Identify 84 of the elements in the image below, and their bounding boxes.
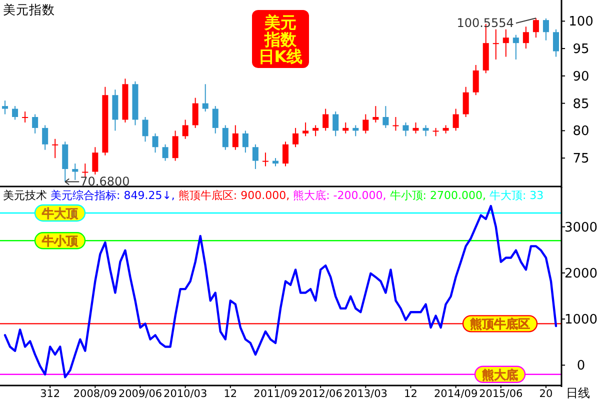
- chart-title: 美元指数: [3, 2, 55, 17]
- candlestick: [332, 111, 339, 137]
- y-tick-label: 2000: [564, 266, 598, 282]
- candlestick: [232, 124, 238, 150]
- x-tick-label: 2008/09: [73, 388, 117, 400]
- x-tick-label: 12: [404, 388, 418, 400]
- y-tick-label: 0: [576, 358, 586, 374]
- candlestick: [282, 141, 289, 167]
- x-tick-label: 2012/06: [298, 388, 343, 400]
- candlestick: [82, 163, 88, 178]
- candlestick: [312, 124, 319, 137]
- candlestick: [222, 124, 228, 150]
- candlestick: [172, 130, 178, 162]
- chart-title: 美元技术: [3, 189, 50, 202]
- candlestick: [382, 106, 389, 128]
- x-tick-label: 2013/03: [344, 388, 388, 400]
- candlestick: [402, 122, 409, 137]
- candlestick: [72, 163, 78, 180]
- y-tick-label: 85: [572, 96, 590, 112]
- x-tick-label: 2015/06: [479, 388, 524, 400]
- candlestick: [322, 108, 329, 132]
- y-tick-label: 100: [568, 14, 594, 30]
- annotation: 美元指数日K线: [258, 13, 303, 66]
- candlestick: [362, 114, 369, 134]
- x-tick-label: 2011/09: [254, 388, 298, 400]
- candlestick: [392, 116, 399, 132]
- text: 牛小顶: 2700.000,: [390, 189, 486, 202]
- candlestick: [302, 122, 309, 137]
- text: 美元综合指标: 849.25↓,: [50, 189, 175, 202]
- candlestick: [252, 144, 258, 170]
- annotation: 70.6800: [80, 174, 130, 189]
- candlestick: [372, 106, 379, 123]
- y-tick-label: 1000: [564, 312, 598, 328]
- ref-line-label: 熊大底: [482, 368, 518, 382]
- candlestick: [202, 84, 208, 112]
- x-tick-label: 20: [539, 388, 553, 400]
- candlestick: [92, 146, 98, 175]
- candlestick: [192, 97, 198, 128]
- candlestick: [342, 122, 349, 134]
- candlestick: [412, 122, 419, 134]
- candlestick: [352, 124, 359, 137]
- candlestick: [522, 26, 529, 50]
- x-tick-label: 2014/09: [434, 388, 478, 400]
- ref-line-label: 牛小顶: [41, 234, 79, 248]
- x-tick-label: 12: [224, 388, 238, 400]
- candlestick: [262, 152, 268, 167]
- candlestick: [542, 18, 549, 41]
- candlestick: [502, 28, 509, 58]
- candlestick: [512, 34, 519, 60]
- candlestick: [32, 114, 38, 134]
- x-axis-title: 日线: [566, 386, 590, 400]
- candlestick: [22, 111, 28, 123]
- y-tick-label: 80: [572, 124, 590, 140]
- candlestick: [52, 138, 58, 159]
- x-tick-label: 312: [40, 388, 60, 400]
- text: 熊顶牛底区: 900.000,: [178, 189, 290, 202]
- y-tick-label: 75: [572, 152, 590, 167]
- annotation: 100.5554: [456, 16, 514, 30]
- x-tick-label: 2009/06: [118, 388, 162, 400]
- candlestick: [152, 132, 158, 154]
- x-tick-label: 2010/03: [164, 388, 208, 400]
- text: 牛大顶: 33: [489, 189, 544, 202]
- candlestick: [142, 116, 148, 142]
- candlestick: [212, 106, 218, 134]
- candlestick: [472, 64, 479, 96]
- candlestick: [42, 124, 48, 150]
- candlestick: [532, 18, 539, 38]
- y-tick-label: 90: [572, 69, 590, 84]
- candlestick: [462, 86, 469, 118]
- candlestick: [2, 100, 8, 115]
- y-tick-label: 95: [572, 42, 590, 58]
- candlestick: [12, 106, 18, 120]
- text: 熊大底: -200.000,: [293, 189, 386, 202]
- candlestick: [182, 119, 188, 140]
- candlestick: [242, 130, 248, 154]
- candlestick: [162, 144, 168, 162]
- candlestick: [292, 127, 299, 148]
- candlestick: [422, 124, 429, 137]
- y-tick-label: 3000: [564, 220, 598, 236]
- candlestick: [492, 28, 499, 60]
- candlestick: [452, 108, 459, 132]
- candlestick: [552, 28, 559, 58]
- ref-line-label: 牛大顶: [41, 206, 79, 220]
- ref-line-label: 熊顶牛底区: [470, 317, 530, 332]
